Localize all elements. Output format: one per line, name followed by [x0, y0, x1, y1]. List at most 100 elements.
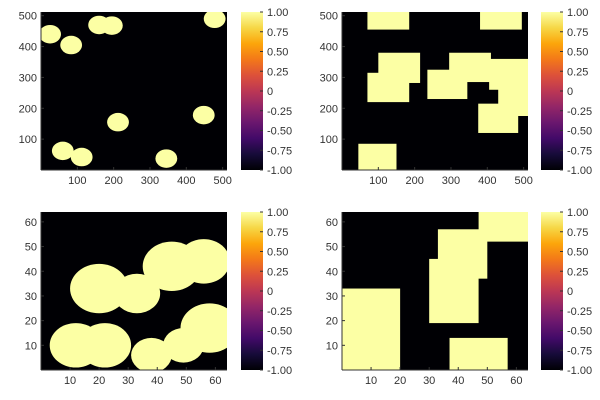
- y-tick-label: 300: [320, 72, 338, 84]
- heatmap-disk: [113, 273, 161, 314]
- heatmap-regions: [342, 212, 528, 370]
- x-tick-label: 10: [365, 375, 377, 387]
- heatmap-rect: [427, 69, 468, 100]
- colorbar-tick-label: 0.50: [267, 47, 288, 59]
- colorbar-tick-label: 0: [267, 286, 273, 298]
- colorbar-tick-label: -0.25: [267, 106, 292, 118]
- x-tick-label: 50: [481, 375, 493, 387]
- heatmap-rect: [449, 337, 508, 370]
- heatmap-regions: [41, 12, 226, 168]
- y-tick-label: 100: [320, 134, 338, 146]
- x-tick-label: 200: [104, 175, 122, 187]
- colorbar-tick-label: 1.00: [567, 7, 588, 19]
- colorbar-tick-label: 0.75: [267, 27, 288, 39]
- subplot-top-right: 100 200 300 400 500 100 200 300 400 500 1.00 0.75 0.…: [320, 7, 592, 187]
- colorbar-tick-label: -1.00: [267, 165, 292, 177]
- y-tick-label: 20: [25, 316, 37, 328]
- y-tick-label: 50: [25, 242, 37, 254]
- x-tick-label: 300: [442, 175, 460, 187]
- subplot-bottom-right: 10 20 30 40 50 60 10 20 30 40 50 60 1.00 0.75 0.50 0.25…: [326, 207, 592, 387]
- x-tick-label: 100: [68, 175, 86, 187]
- heatmap-disk: [41, 24, 61, 44]
- x-tick-label: 400: [177, 175, 195, 187]
- colorbar-tick-label: -0.50: [267, 126, 292, 138]
- colorbar-tick-label: 0: [567, 286, 573, 298]
- heatmap-disk: [78, 323, 132, 368]
- colorbar-tick-label: -0.50: [567, 326, 592, 338]
- y-tick-label: 30: [326, 291, 338, 303]
- x-tick-label: 30: [122, 375, 134, 387]
- colorbar-tick-label: 0: [567, 86, 573, 98]
- colorbar-tick-label: 0.25: [267, 66, 288, 78]
- x-tick-label: 60: [510, 375, 522, 387]
- colorbar-gradient: [541, 12, 563, 170]
- colorbar-tick-label: -0.25: [567, 106, 592, 118]
- x-tick-label: 20: [394, 375, 406, 387]
- x-tick-label: 400: [478, 175, 496, 187]
- y-tick-label: 10: [326, 340, 338, 352]
- heatmap-disk: [100, 16, 123, 35]
- heatmap-regions: [49, 239, 227, 370]
- colorbar: 1.00 0.75 0.50 0.25 0 -0.25 -0.50 -0.75 -1.00: [241, 7, 292, 177]
- colorbar-gradient: [241, 212, 263, 370]
- colorbar-tick-label: -0.75: [267, 345, 292, 357]
- x-tick-label: 40: [151, 375, 163, 387]
- heatmap-disk: [107, 112, 129, 132]
- colorbar-tick-label: 0: [267, 86, 273, 98]
- x-tick-label: 40: [452, 375, 464, 387]
- y-tick-label: 20: [326, 316, 338, 328]
- colorbar: 1.00 0.75 0.50 0.25 0 -0.25 -0.50 -0.75 -1.00: [541, 207, 592, 377]
- y-tick-label: 500: [19, 11, 37, 23]
- colorbar-tick-label: 0.25: [267, 266, 288, 278]
- y-tick-label: 10: [25, 340, 37, 352]
- colorbar-tick-label: -0.50: [267, 326, 292, 338]
- colorbar-tick-label: -0.50: [567, 126, 592, 138]
- y-tick-label: 500: [320, 11, 338, 23]
- colorbar-tick-label: -1.00: [567, 165, 592, 177]
- y-tick-label: 50: [326, 242, 338, 254]
- colorbar-tick-label: 0.50: [567, 247, 588, 259]
- heatmap-rect: [480, 12, 522, 30]
- y-tick-label: 300: [19, 72, 37, 84]
- x-tick-label: 500: [213, 175, 231, 187]
- colorbar-tick-label: -1.00: [567, 365, 592, 377]
- heatmap-rect: [358, 143, 397, 170]
- x-tick-label: 50: [180, 375, 192, 387]
- colorbar-tick-label: -1.00: [267, 365, 292, 377]
- heatmap-disk: [60, 35, 83, 55]
- y-tick-label: 400: [320, 42, 338, 54]
- colorbar-tick-label: 0.50: [267, 247, 288, 259]
- heatmap-disk: [177, 239, 227, 284]
- heatmap-disk: [70, 147, 93, 167]
- y-tick-label: 30: [25, 291, 37, 303]
- heatmap-rect: [367, 72, 410, 103]
- heatmap-disk: [163, 328, 204, 363]
- colorbar-tick-label: -0.75: [567, 345, 592, 357]
- colorbar-gradient: [541, 212, 563, 370]
- colorbar-tick-label: 0.50: [567, 47, 588, 59]
- y-tick-label: 100: [19, 134, 37, 146]
- colorbar-tick-label: 1.00: [267, 207, 288, 219]
- colorbar-tick-label: 1.00: [267, 7, 288, 19]
- heatmap-disk: [131, 337, 172, 370]
- heatmap-rect: [367, 12, 410, 30]
- colorbar: 1.00 0.75 0.50 0.25 0 -0.25 -0.50 -0.75 -1.00: [541, 7, 592, 177]
- x-tick-label: 200: [405, 175, 423, 187]
- colorbar-tick-label: 0.75: [267, 227, 288, 239]
- subplot-top-left: 100 200 300 400 500 100 200 300 400 500 1.00 0.75 0.…: [19, 7, 292, 187]
- colorbar-tick-label: 0.75: [567, 227, 588, 239]
- y-tick-label: 60: [25, 217, 37, 229]
- heatmap-rect: [429, 258, 479, 324]
- heatmap-rect: [489, 58, 528, 90]
- x-tick-label: 300: [141, 175, 159, 187]
- heatmap-rect: [478, 103, 519, 133]
- y-tick-label: 60: [326, 217, 338, 229]
- colorbar-tick-label: -0.25: [567, 306, 592, 318]
- subplot-bottom-left: 10 20 30 40 50 60 10 20 30 40 50 60 1.00 0.75 0.50 0.25…: [25, 207, 292, 387]
- x-tick-label: 500: [514, 175, 532, 187]
- x-tick-label: 30: [423, 375, 435, 387]
- colorbar-gradient: [241, 12, 263, 170]
- heatmap-disk: [51, 141, 74, 161]
- heatmap-rect: [342, 288, 401, 370]
